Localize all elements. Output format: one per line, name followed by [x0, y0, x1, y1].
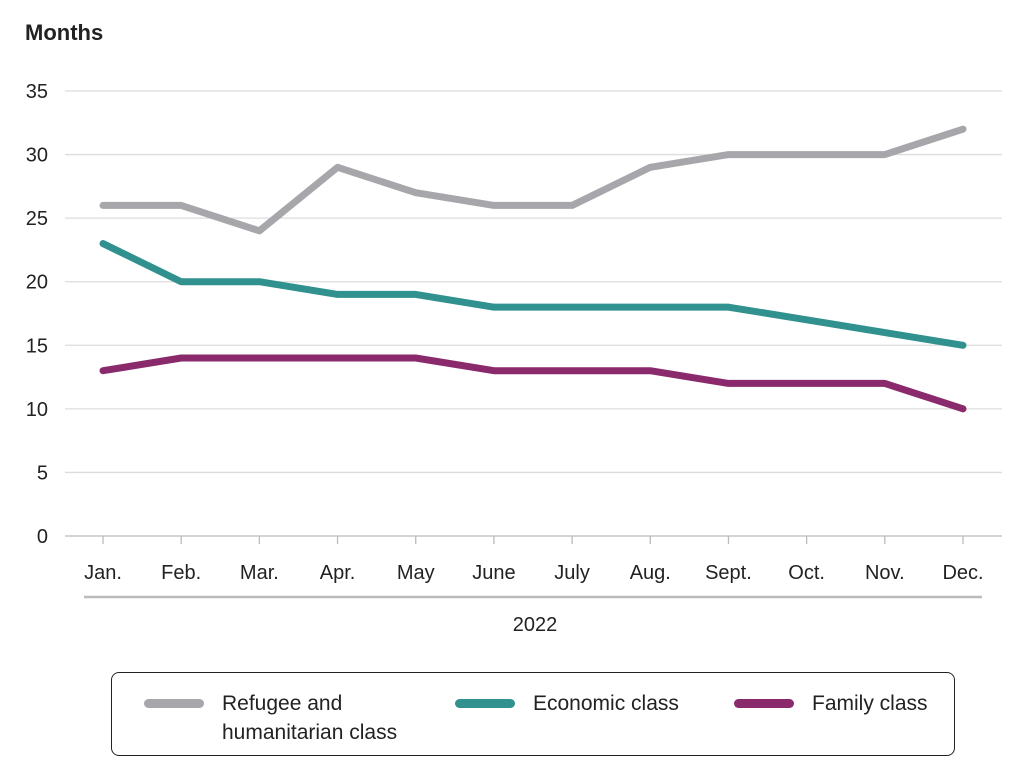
y-tick-label: 30: [26, 145, 48, 167]
x-tick-label: Apr.: [320, 562, 356, 584]
series-line-1: [99, 240, 967, 349]
series-line-2: [99, 354, 967, 413]
x-tick-label: Aug.: [630, 562, 671, 584]
x-tick-label: Jan.: [84, 562, 122, 584]
x-tick-label: Sept.: [705, 562, 752, 584]
y-tick-label: 35: [26, 81, 48, 103]
x-tick-label: May: [397, 562, 435, 584]
legend-swatch-refugee: [144, 699, 204, 708]
y-tick-label: 10: [26, 399, 48, 421]
y-tick-label: 5: [37, 462, 48, 484]
legend-item-refugee: Refugee and humanitarian class: [144, 689, 424, 747]
x-tick-label: Feb.: [161, 562, 201, 584]
legend-item-family: Family class: [734, 689, 928, 718]
legend-label-economic: Economic class: [533, 692, 679, 715]
legend-label-refugee: Refugee and humanitarian class: [222, 692, 398, 744]
x-tick-label: July: [554, 562, 590, 584]
x-tick-label: Mar.: [240, 562, 279, 584]
y-tick-label: 15: [26, 335, 48, 357]
legend-swatch-economic: [455, 699, 515, 708]
x-tick-label: June: [472, 562, 515, 584]
y-axis-title: Months: [25, 20, 103, 45]
y-tick-label: 0: [37, 526, 48, 548]
y-tick-label: 20: [26, 272, 48, 294]
legend: Refugee and humanitarian class Economic …: [111, 672, 955, 756]
legend-swatch-family: [734, 699, 794, 708]
x-tick-label: Oct.: [788, 562, 825, 584]
y-tick-label: 25: [26, 208, 48, 230]
legend-label-family: Family class: [812, 692, 928, 715]
legend-item-economic: Economic class: [455, 689, 679, 718]
x-tick-label: Nov.: [865, 562, 905, 584]
x-tick-label: Dec.: [942, 562, 983, 584]
series-line-0: [99, 125, 967, 235]
x-axis-title: 2022: [513, 614, 558, 636]
